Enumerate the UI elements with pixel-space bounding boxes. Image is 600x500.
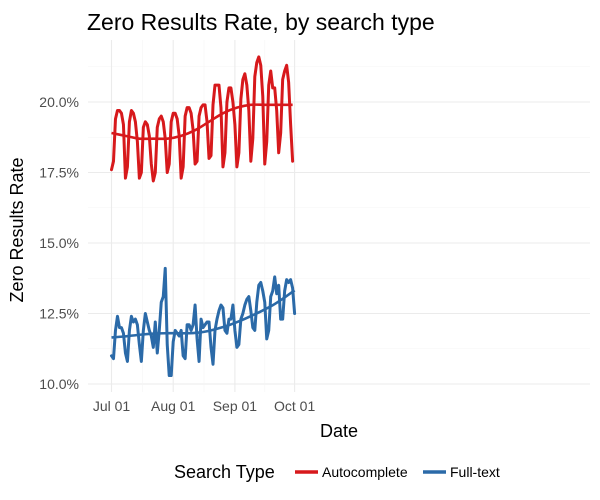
plot-area xyxy=(110,55,297,378)
trend-line-full-text xyxy=(111,289,296,339)
x-tick-label: Oct 01 xyxy=(274,398,315,414)
x-tick-label: Sep 01 xyxy=(213,398,258,414)
chart-title: Zero Results Rate, by search type xyxy=(87,9,435,35)
legend-label-autocomplete: Autocomplete xyxy=(322,464,408,480)
x-tick-label: Aug 01 xyxy=(151,398,196,414)
y-tick-label: 20.0% xyxy=(39,94,79,110)
y-tick-label: 12.5% xyxy=(39,306,79,322)
grid xyxy=(88,40,590,392)
y-tick-label: 15.0% xyxy=(39,235,79,251)
x-axis-title: Date xyxy=(320,421,358,441)
legend-label-full-text: Full-text xyxy=(450,464,500,480)
x-tick-label: Jul 01 xyxy=(93,398,131,414)
y-tick-label: 17.5% xyxy=(39,165,79,181)
series-line-autocomplete xyxy=(110,55,295,183)
legend-title: Search Type xyxy=(174,462,275,482)
axis-ticks: 10.0% 12.5% 15.0% 17.5% 20.0% Jul 01 Aug 01 Sep… xyxy=(39,94,315,414)
trend-line-autocomplete xyxy=(111,103,293,141)
legend: Search Type Autocomplete Full-text xyxy=(174,462,500,482)
y-axis-title: Zero Results Rate xyxy=(7,157,27,302)
y-tick-label: 10.0% xyxy=(39,376,79,392)
series-line-full-text xyxy=(110,266,297,378)
